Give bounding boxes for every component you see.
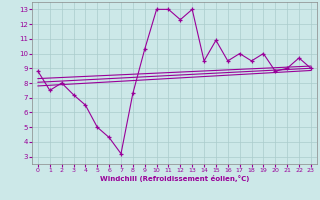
X-axis label: Windchill (Refroidissement éolien,°C): Windchill (Refroidissement éolien,°C) [100,175,249,182]
